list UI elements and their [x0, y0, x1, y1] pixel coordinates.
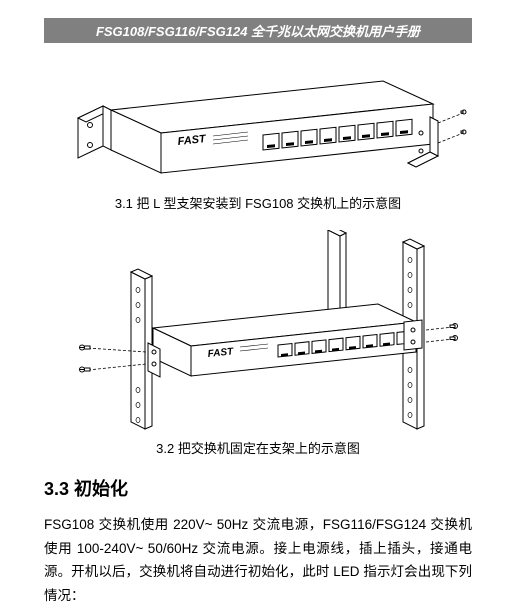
section-3-3-body: FSG108 交换机使用 220V~ 50Hz 交流电源，FSG116/FSG1…: [44, 513, 472, 608]
page-content: FSG108/FSG116/FSG124 全千兆以太网交换机用户手册 FAST: [0, 0, 516, 608]
header-bar: FSG108/FSG116/FSG124 全千兆以太网交换机用户手册: [44, 18, 472, 43]
figure-3-2: FAST: [48, 230, 468, 430]
figure-3-2-caption: 3.2 把交换机固定在支架上的示意图: [44, 438, 472, 457]
figure-3-1-caption: 3.1 把 L 型支架安装到 FSG108 交换机上的示意图: [44, 193, 472, 212]
figure-3-1: FAST: [48, 63, 468, 185]
section-3-3-heading: 3.3 初始化: [44, 475, 472, 501]
